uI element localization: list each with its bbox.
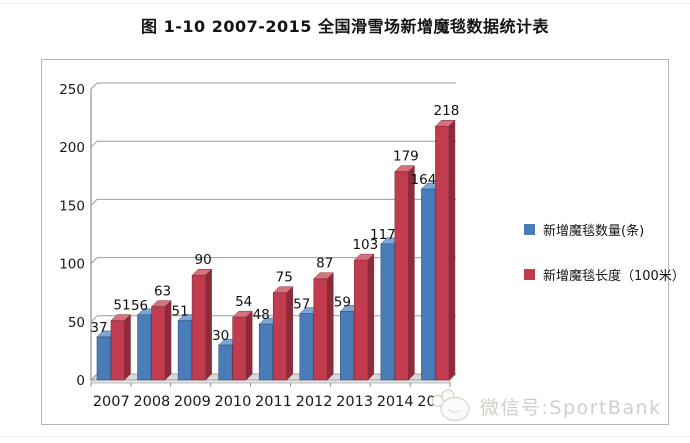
bar-value-label: 51 bbox=[113, 298, 130, 314]
page-divider-top bbox=[0, 3, 690, 4]
watermark-text: 微信号:SportBank bbox=[480, 396, 662, 419]
bar-length-side bbox=[367, 253, 375, 381]
bar-length bbox=[394, 171, 409, 381]
bar-length-side bbox=[448, 119, 456, 381]
x-category-label: 2010 bbox=[214, 394, 251, 410]
bar-value-label: 30 bbox=[212, 328, 229, 344]
bar-length-side bbox=[164, 300, 172, 381]
bar-length bbox=[435, 125, 450, 381]
legend-item-quantity: 新增魔毯数量(条) bbox=[524, 220, 685, 239]
y-tick-label: 100 bbox=[59, 257, 85, 273]
watermark: 微信号:SportBank bbox=[428, 388, 662, 424]
bar-value-label: 63 bbox=[154, 284, 171, 300]
bar-quantity bbox=[218, 344, 233, 381]
bar-length bbox=[191, 274, 206, 381]
legend-swatch-length-icon bbox=[524, 269, 535, 280]
bar-quantity bbox=[340, 311, 355, 381]
legend-label-length: 新增魔毯长度（100米） bbox=[543, 269, 685, 284]
chart-floor-edge bbox=[90, 379, 451, 384]
bar-quantity bbox=[96, 336, 111, 381]
bar-length bbox=[313, 278, 328, 381]
x-category-label: 2014 bbox=[377, 394, 414, 410]
bar-value-label: 59 bbox=[334, 294, 351, 310]
y-tick-label: 50 bbox=[68, 315, 85, 331]
x-category-label: 2007 bbox=[93, 394, 130, 410]
bar-value-label: 164 bbox=[411, 172, 437, 188]
bar-quantity bbox=[258, 323, 274, 381]
bar-chart-canvas: 0 50 100 150 200 250 37 51 2007 56 63 2008 51 90 2009 3… bbox=[59, 82, 460, 410]
page-divider-bottom bbox=[0, 436, 690, 437]
bar-quantity bbox=[299, 313, 314, 381]
bar-quantity bbox=[421, 188, 436, 381]
bar-length-side bbox=[408, 165, 415, 381]
x-category-label: 2009 bbox=[174, 394, 211, 410]
grid-connector bbox=[90, 257, 98, 264]
chart-legend: 新增魔毯数量(条) 新增魔毯长度（100米） bbox=[524, 220, 685, 310]
bar-length-side bbox=[286, 286, 293, 381]
bar-value-label: 51 bbox=[172, 304, 189, 320]
bar-value-label: 103 bbox=[352, 237, 378, 253]
bar-value-label: 54 bbox=[235, 294, 252, 310]
x-category-label: 2012 bbox=[296, 394, 333, 410]
x-category-label: 2011 bbox=[255, 394, 292, 410]
x-category-label: 2008 bbox=[133, 394, 170, 410]
bar-length bbox=[272, 292, 288, 381]
legend-label-quantity: 新增魔毯数量(条) bbox=[543, 224, 645, 239]
bar-value-label: 218 bbox=[434, 103, 460, 119]
grid-connector bbox=[90, 199, 98, 206]
bar-value-label: 90 bbox=[195, 252, 212, 268]
x-category-label: 2013 bbox=[336, 394, 373, 410]
chart-frame: 0 50 100 150 200 250 37 51 2007 56 63 2008 51 90 2009 3… bbox=[41, 59, 685, 425]
y-tick-label: 250 bbox=[59, 82, 85, 98]
grid-connector bbox=[90, 140, 98, 148]
legend-swatch-quantity-icon bbox=[524, 224, 535, 235]
grid-connector bbox=[90, 82, 98, 90]
bar-length bbox=[151, 306, 166, 381]
bar-length-side bbox=[124, 314, 131, 381]
grid-connector bbox=[90, 315, 98, 323]
bar-value-label: 57 bbox=[293, 297, 310, 313]
bar-length bbox=[232, 316, 247, 381]
bar-value-label: 75 bbox=[276, 270, 293, 286]
bar-length bbox=[110, 320, 125, 381]
y-tick-label: 150 bbox=[59, 198, 85, 214]
bar-value-label: 56 bbox=[131, 298, 148, 314]
bar-value-label: 37 bbox=[90, 320, 107, 336]
bar-quantity bbox=[137, 314, 152, 381]
bar-quantity bbox=[380, 243, 395, 381]
bar-value-label: 87 bbox=[316, 256, 333, 272]
wechat-emoji-icon bbox=[431, 389, 470, 422]
y-tick-label: 0 bbox=[76, 373, 85, 389]
bar-length bbox=[354, 259, 369, 381]
page-title: 图 1-10 2007-2015 全国滑雪场新增魔毯数据统计表 bbox=[141, 17, 549, 36]
y-tick-label: 200 bbox=[59, 140, 85, 156]
legend-item-length: 新增魔毯长度（100米） bbox=[524, 265, 685, 284]
bar-length-side bbox=[245, 310, 253, 381]
bar-length-side bbox=[205, 268, 212, 381]
bar-quantity bbox=[177, 320, 192, 381]
bar-value-label: 179 bbox=[393, 149, 419, 165]
bar-value-label: 117 bbox=[370, 227, 396, 243]
bar-length-side bbox=[327, 272, 334, 381]
bar-value-label: 48 bbox=[253, 307, 270, 323]
